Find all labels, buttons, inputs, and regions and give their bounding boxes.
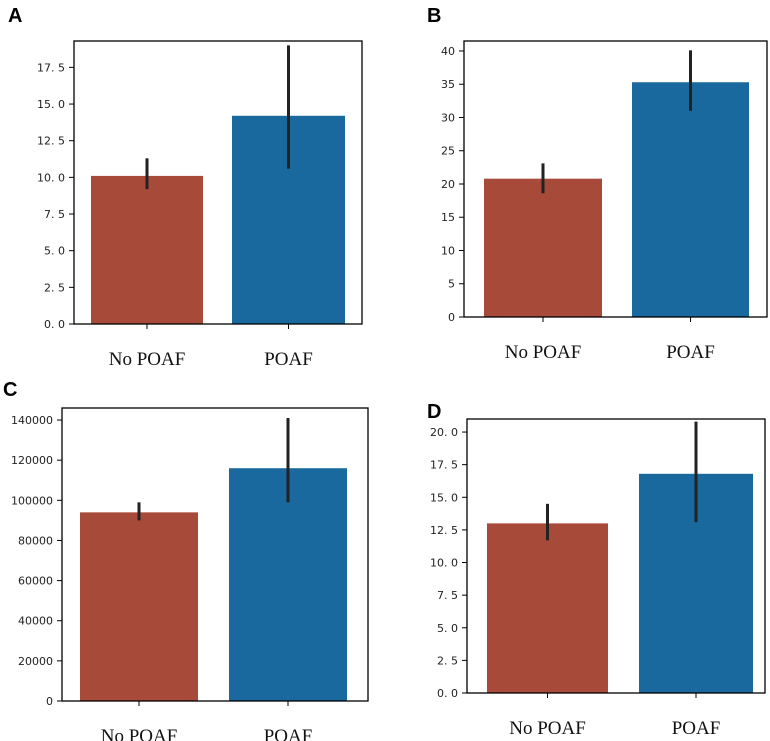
x-category-label: POAF: [666, 342, 715, 363]
y-tick-label: 20: [441, 178, 455, 191]
y-tick-label: 2. 5: [437, 654, 458, 667]
panel-letter: C: [3, 379, 17, 401]
y-tick-label: 25: [441, 145, 455, 158]
bar-no-poaf: [80, 512, 198, 701]
y-tick-label: 0. 0: [437, 687, 458, 700]
bar-poaf: [229, 468, 347, 701]
x-category-label: No POAF: [109, 349, 186, 370]
y-tick-label: 12. 5: [37, 135, 65, 148]
bar-no-poaf: [484, 178, 602, 317]
y-tick-label: 30: [441, 111, 455, 124]
y-tick-label: 10. 0: [37, 171, 65, 184]
y-tick-label: 5. 0: [44, 245, 65, 258]
bar-no-poaf: [91, 175, 203, 324]
y-tick-label: 20000: [18, 655, 53, 668]
x-category-label: No POAF: [101, 726, 178, 741]
y-tick-label: 60000: [18, 575, 53, 588]
y-tick-label: 12. 5: [430, 524, 458, 537]
x-category-label: No POAF: [509, 718, 586, 739]
y-tick-label: 40: [441, 45, 455, 58]
panel-a: A 0. 0 2. 5 5. 0 7. 5 10. 0 12. 5 15. 0 17. 5 No …: [8, 5, 363, 370]
y-tick-label: 10. 0: [430, 557, 458, 570]
y-tick-label: 7. 5: [437, 589, 458, 602]
panel-letter: D: [427, 401, 441, 423]
y-tick-label: 15: [441, 211, 455, 224]
panel-letter: B: [427, 5, 441, 27]
plot-frame: [466, 418, 766, 694]
y-tick-label: 35: [441, 78, 455, 91]
y-tick-label: 0: [448, 311, 455, 324]
x-category-label: No POAF: [505, 342, 582, 363]
panel-d: D 0. 0 2. 5 5. 0 7. 5 10. 0 12. 5 15. 0 17. 5 20.…: [427, 401, 766, 739]
x-category-label: POAF: [264, 349, 313, 370]
y-tick-label: 17. 5: [37, 61, 65, 74]
y-tick-label: 0. 0: [44, 318, 65, 331]
y-tick-label: 5: [448, 278, 455, 291]
y-tick-label: 15. 0: [37, 98, 65, 111]
bar-no-poaf: [487, 523, 608, 693]
y-tick-label: 40000: [18, 615, 53, 628]
plot-frame: [61, 407, 369, 702]
panel-letter: A: [8, 5, 22, 27]
y-tick-label: 15. 0: [430, 491, 458, 504]
y-tick-label: 0: [46, 695, 53, 708]
y-tick-label: 7. 5: [44, 208, 65, 221]
y-tick-label: 120000: [11, 454, 53, 467]
y-tick-label: 80000: [18, 534, 53, 547]
y-tick-label: 20. 0: [430, 426, 458, 439]
panel-b: B 0 5 10 15 20 25 30 35 40 No POAF POAF: [427, 5, 768, 363]
x-category-label: POAF: [264, 726, 313, 741]
y-tick-label: 17. 5: [430, 459, 458, 472]
x-category-label: POAF: [672, 718, 721, 739]
y-tick-label: 5. 0: [437, 622, 458, 635]
y-tick-label: 140000: [11, 414, 53, 427]
bar-poaf: [632, 82, 749, 317]
panel-c: C 0 20000 40000 60000 80000 100000 120000 140000…: [3, 379, 369, 741]
y-tick-label: 2. 5: [44, 281, 65, 294]
y-tick-label: 100000: [11, 494, 53, 507]
plot-frame: [73, 40, 363, 325]
plot-frame: [463, 40, 768, 318]
y-tick-label: 10: [441, 244, 455, 257]
